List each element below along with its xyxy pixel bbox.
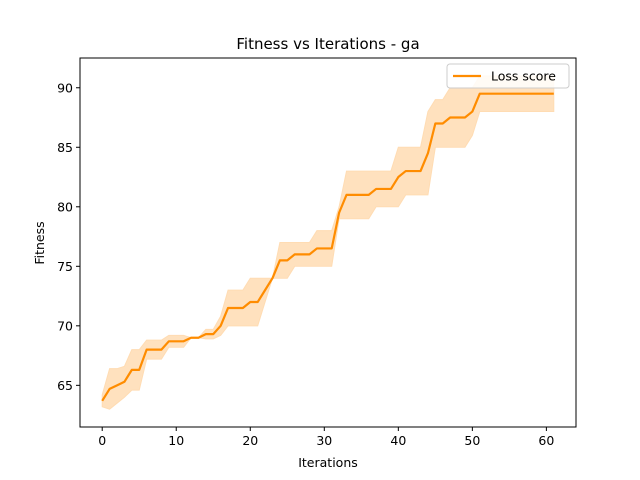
confidence-band [101, 75, 555, 410]
legend: Loss score [446, 63, 570, 89]
y-tick-label: 70 [57, 318, 73, 333]
legend-box [446, 63, 570, 89]
x-tick-label: 10 [168, 433, 184, 448]
x-tick-label: 50 [464, 433, 480, 448]
y-tick-label: 75 [57, 259, 73, 274]
chart-title: Fitness vs Iterations - ga [236, 35, 419, 53]
y-tick-label: 90 [57, 80, 73, 95]
x-tick-label: 30 [316, 433, 332, 448]
legend-label: Loss score [491, 69, 556, 84]
plot-frame [79, 57, 577, 428]
x-tick-label: 20 [242, 433, 258, 448]
plot-area: 0 10 20 30 40 50 60 65 70 75 80 85 90 Loss score [57, 57, 577, 448]
y-tick-label: 85 [57, 140, 73, 155]
x-tick-label: 40 [390, 433, 406, 448]
y-axis-label: Fitness [32, 221, 47, 264]
y-tick-label: 80 [57, 199, 73, 214]
x-axis-label: Iterations [298, 455, 358, 470]
x-tick-label: 0 [98, 433, 106, 448]
y-tick-label: 65 [57, 378, 73, 393]
x-tick-label: 60 [538, 433, 554, 448]
series-line-loss-score [101, 92, 554, 402]
